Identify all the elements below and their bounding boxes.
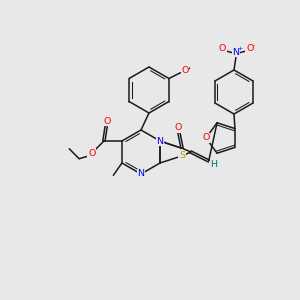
Text: O: O (174, 123, 182, 132)
Text: N: N (232, 48, 240, 57)
Text: +: + (238, 46, 243, 51)
Text: N: N (157, 136, 164, 146)
Text: O: O (219, 44, 226, 53)
Text: O: O (246, 44, 253, 53)
Text: O: O (181, 66, 189, 75)
Text: O: O (88, 148, 96, 158)
Text: N: N (137, 169, 145, 178)
Text: S: S (179, 152, 185, 160)
Text: O: O (202, 134, 210, 142)
Text: -: - (253, 42, 255, 48)
Text: O: O (103, 117, 111, 126)
Text: H: H (211, 160, 218, 169)
